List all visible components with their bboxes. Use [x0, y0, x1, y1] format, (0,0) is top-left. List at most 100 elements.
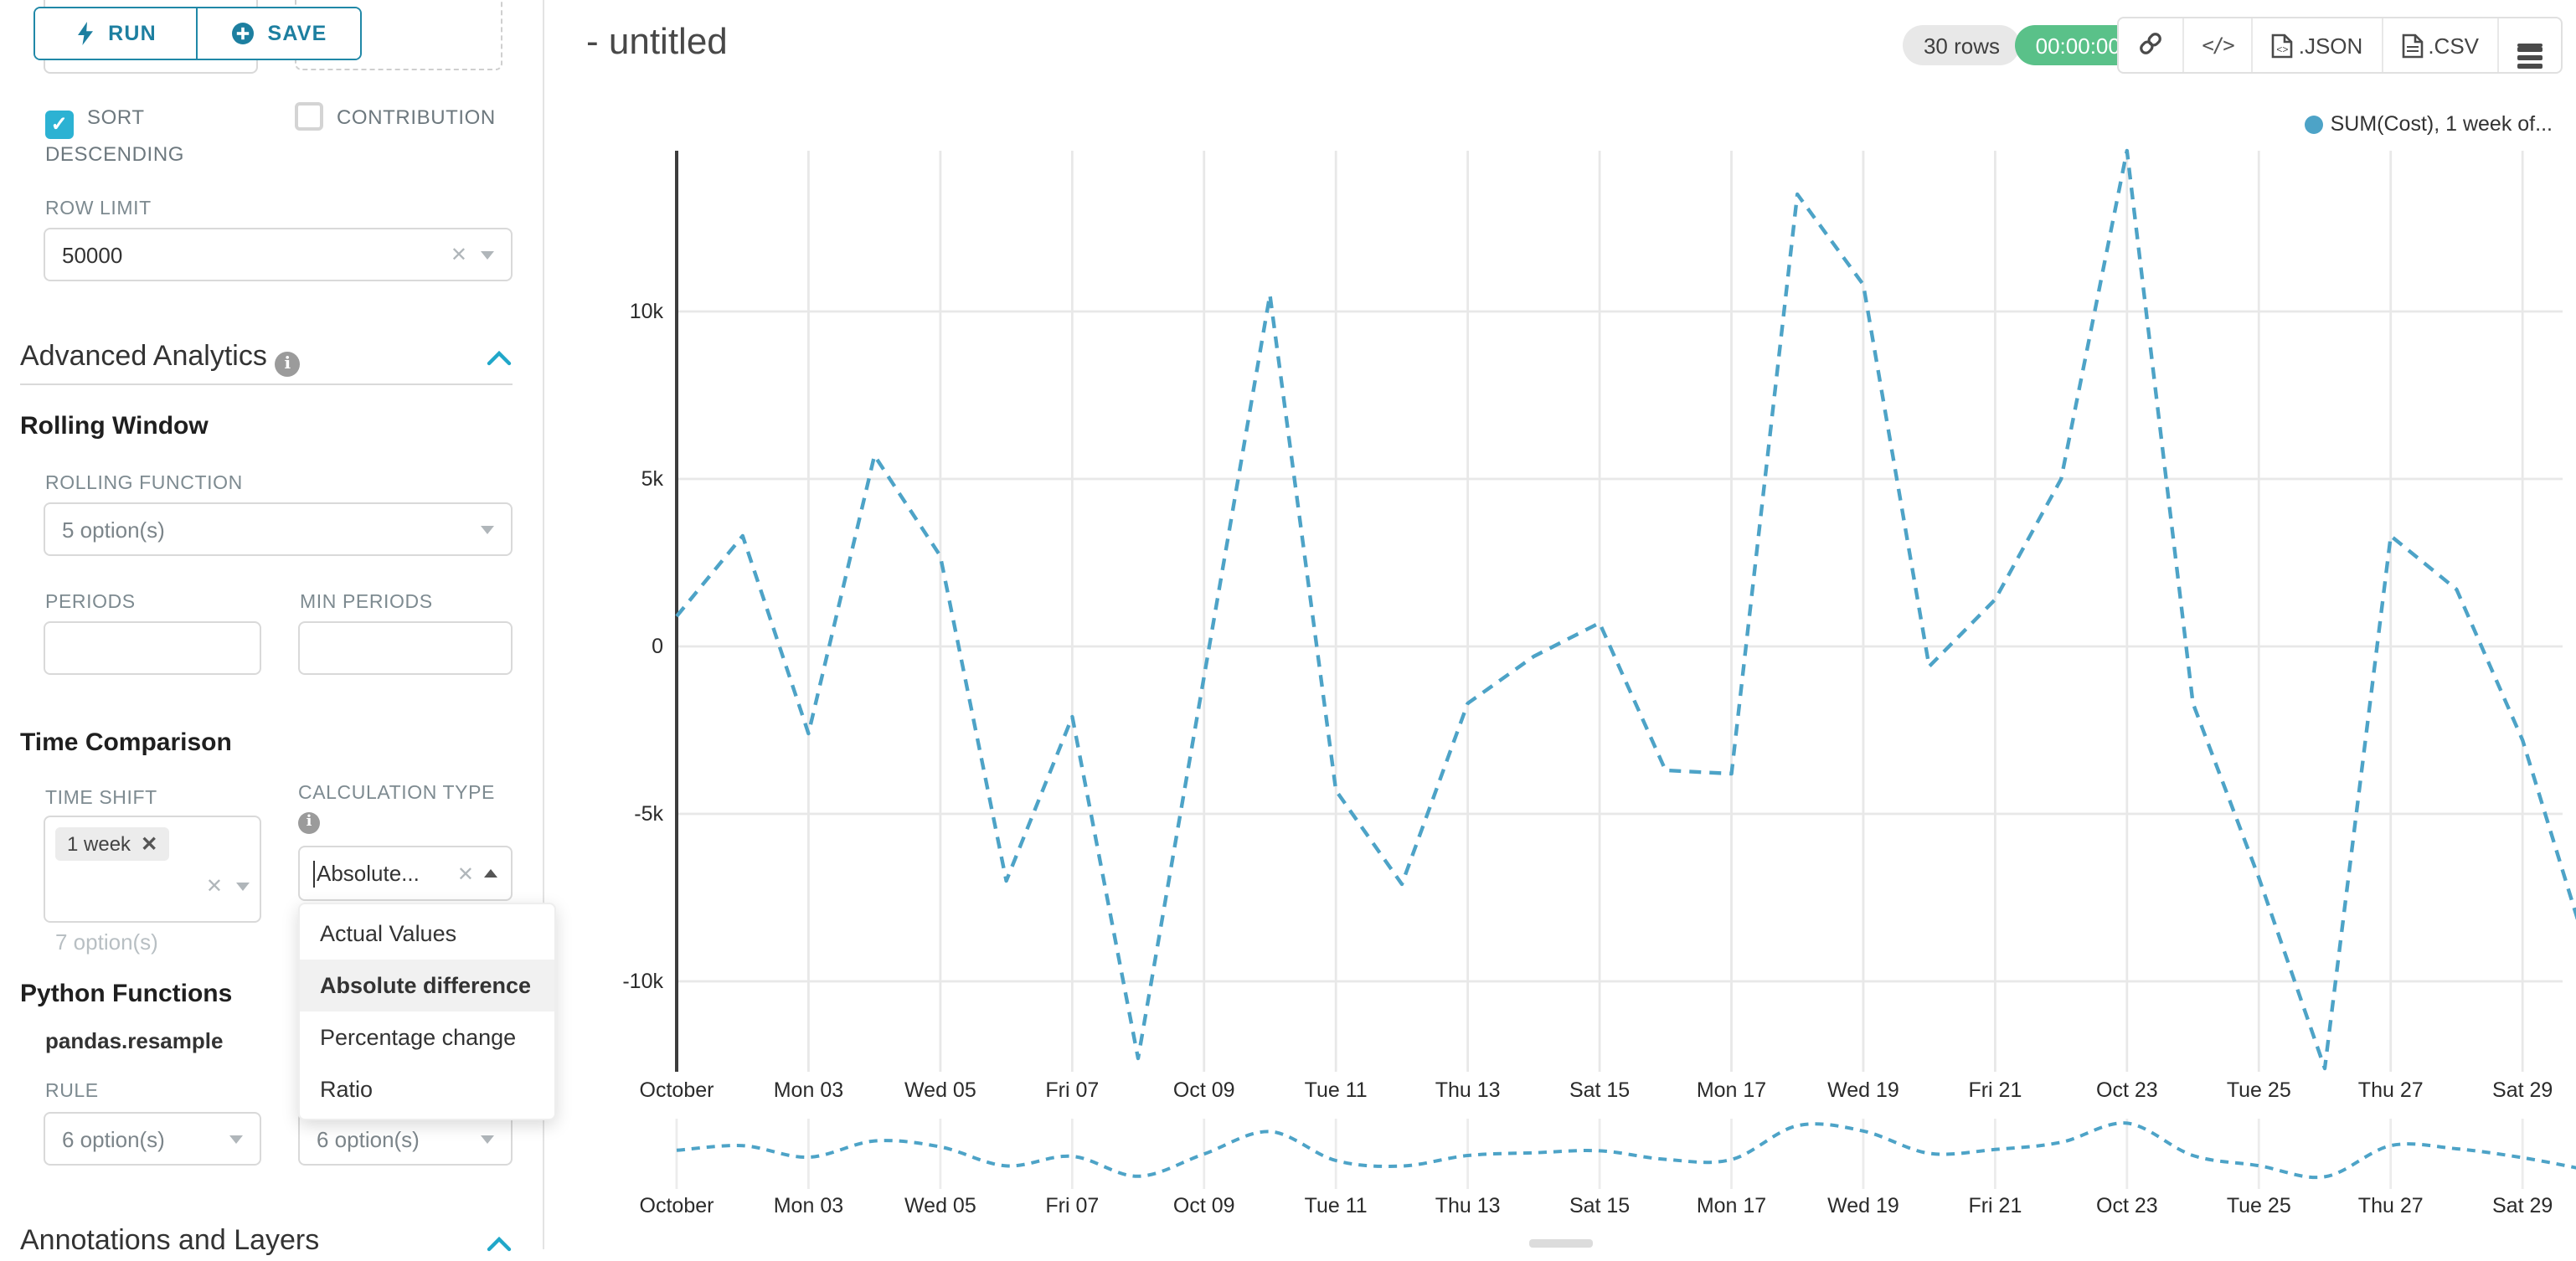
export-csv-button[interactable]: .CSV — [2383, 18, 2499, 72]
calculation-type-select[interactable]: Absolute... ✕ — [298, 846, 513, 901]
x-tick-label: Sat 29 — [2492, 1078, 2553, 1102]
annotations-header[interactable]: Annotations and Layers — [20, 1224, 319, 1258]
chevron-down-icon[interactable] — [481, 525, 494, 533]
x-tick-label: Tue 11 — [1305, 1078, 1368, 1102]
checkbox-checked-icon[interactable]: ✓ — [45, 111, 74, 139]
time-shift-multiselect[interactable]: 1 week ✕ ✕ — [44, 816, 261, 923]
x-tick-label: Thu 27 — [2358, 1194, 2424, 1217]
chevron-down-icon[interactable] — [229, 1135, 243, 1143]
info-icon: i — [298, 812, 320, 834]
chart-title[interactable]: - untitled — [586, 20, 728, 62]
x-tick-label: Oct 23 — [2096, 1194, 2158, 1217]
calculation-type-label: CALCULATION TYPE — [298, 784, 495, 804]
chevron-down-icon[interactable] — [481, 1135, 494, 1143]
chevron-up-icon[interactable] — [486, 345, 513, 375]
x-tick-label: Thu 13 — [1435, 1194, 1501, 1217]
rolling-function-value: 5 option(s) — [62, 517, 165, 542]
text-cursor — [313, 860, 315, 887]
series-line — [675, 148, 2576, 1071]
x-tick-label: October — [640, 1194, 714, 1217]
csv-label: .CSV — [2428, 33, 2479, 58]
save-button[interactable]: SAVE — [198, 8, 360, 59]
timeseries-chart[interactable]: 10k 5k 0 -5k -10k October Mon 03 Wed 05 Fri 07 Oc… — [544, 142, 2576, 1105]
run-button[interactable]: RUN — [35, 8, 198, 59]
rows-badge: 30 rows — [1903, 25, 2020, 65]
time-comparison-title: Time Comparison — [20, 728, 232, 757]
rule-select[interactable]: 6 option(s) — [44, 1112, 261, 1166]
bolt-icon — [75, 22, 95, 45]
x-tick-label: Wed 19 — [1827, 1194, 1899, 1217]
x-tick-label: Thu 13 — [1435, 1078, 1501, 1102]
periods-input[interactable] — [44, 621, 261, 675]
rolling-function-label: ROLLING FUNCTION — [45, 474, 243, 494]
legend[interactable]: SUM(Cost), 1 week of... — [2305, 112, 2553, 136]
clear-icon[interactable]: ✕ — [205, 874, 223, 898]
time-shift-placeholder: 7 option(s) — [55, 929, 158, 955]
clear-icon[interactable]: ✕ — [450, 243, 467, 266]
checkbox-unchecked-icon[interactable] — [295, 102, 323, 131]
x-tick-label: Mon 17 — [1697, 1194, 1766, 1217]
x-tick-label: Fri 07 — [1045, 1078, 1099, 1102]
time-shift-tag-label: 1 week — [67, 832, 131, 856]
x-tick-label: Oct 09 — [1173, 1194, 1235, 1217]
clear-icon[interactable]: ✕ — [456, 862, 474, 885]
export-json-button[interactable]: <> .JSON — [2254, 18, 2383, 72]
legend-label: SUM(Cost), 1 week of... — [2330, 112, 2553, 136]
dropdown-option[interactable]: Absolute difference — [300, 960, 554, 1011]
timeseries-minimap[interactable]: October Mon 03 Wed 05 Fri 07 Oct 09 Tue 11 Thu… — [544, 1105, 2576, 1239]
file-json-icon: <> — [2272, 33, 2294, 58]
min-periods-input[interactable] — [298, 621, 513, 675]
calculation-type-value: Absolute... — [317, 861, 420, 886]
dropdown-option[interactable]: Actual Values — [320, 921, 457, 946]
x-tick-label: Fri 07 — [1045, 1194, 1099, 1217]
chevron-up-icon[interactable] — [486, 1231, 513, 1261]
x-tick-label: Tue 25 — [2227, 1194, 2291, 1217]
remove-tag-icon[interactable]: ✕ — [141, 832, 158, 856]
sort-descending-label: SORT DESCENDING — [45, 106, 185, 166]
file-csv-icon — [2401, 33, 2423, 58]
min-periods-label: MIN PERIODS — [300, 593, 433, 613]
x-tick-label: Fri 21 — [1968, 1194, 2022, 1217]
calculation-type-dropdown: Actual Values Absolute difference Percenta… — [298, 903, 556, 1120]
rolling-function-select[interactable]: 5 option(s) — [44, 502, 513, 556]
x-tick-label: October — [640, 1078, 714, 1102]
row-limit-select[interactable]: 50000 ✕ — [44, 228, 513, 281]
legend-dot-icon — [2305, 115, 2324, 133]
x-tick-label: Sat 15 — [1569, 1078, 1630, 1102]
more-menu-button[interactable] — [2499, 18, 2561, 72]
time-shift-tag[interactable]: 1 week ✕ — [55, 827, 170, 861]
share-link-button[interactable] — [2118, 18, 2184, 72]
export-button-group: </> <> .JSON .CSV — [2116, 17, 2563, 74]
python-function-name: pandas.resample — [45, 1028, 224, 1053]
chevron-down-icon[interactable] — [481, 250, 494, 259]
python-functions-title: Python Functions — [20, 980, 233, 1008]
rule-value-2: 6 option(s) — [317, 1126, 420, 1151]
x-tick-label: Wed 19 — [1827, 1078, 1899, 1102]
hamburger-icon — [2517, 43, 2543, 69]
control-sidebar: 7 option(s) RUN SAVE ✓SORT DESCENDING C — [0, 0, 556, 1256]
dropdown-option[interactable]: Ratio — [320, 1077, 374, 1102]
y-tick-label: -5k — [634, 802, 663, 826]
embed-code-button[interactable]: </> — [2183, 18, 2254, 72]
periods-label: PERIODS — [45, 593, 136, 613]
chevron-down-icon[interactable] — [236, 882, 250, 890]
dropdown-option[interactable]: Percentage change — [320, 1025, 517, 1050]
rule-select-2[interactable]: 6 option(s) — [298, 1112, 513, 1166]
row-limit-label: ROW LIMIT — [45, 199, 152, 219]
contribution-label: CONTRIBUTION — [337, 106, 496, 129]
x-tick-label: Oct 23 — [2096, 1078, 2158, 1102]
sort-descending-control[interactable]: ✓ SORT DESCENDING — [45, 102, 263, 171]
resize-handle[interactable] — [1529, 1239, 1593, 1248]
minimap-line — [676, 1121, 2576, 1180]
contribution-control[interactable]: CONTRIBUTION — [295, 102, 529, 134]
plus-circle-icon — [230, 22, 254, 45]
x-tick-label: Mon 17 — [1697, 1078, 1766, 1102]
x-tick-label: Mon 03 — [774, 1078, 843, 1102]
save-label: SAVE — [267, 22, 327, 45]
x-tick-label: Tue 11 — [1305, 1194, 1368, 1217]
chevron-up-icon[interactable] — [484, 869, 497, 878]
info-icon: i — [275, 352, 301, 377]
code-icon: </> — [2202, 33, 2234, 57]
advanced-analytics-header[interactable]: Advanced Analytics i — [20, 340, 301, 377]
